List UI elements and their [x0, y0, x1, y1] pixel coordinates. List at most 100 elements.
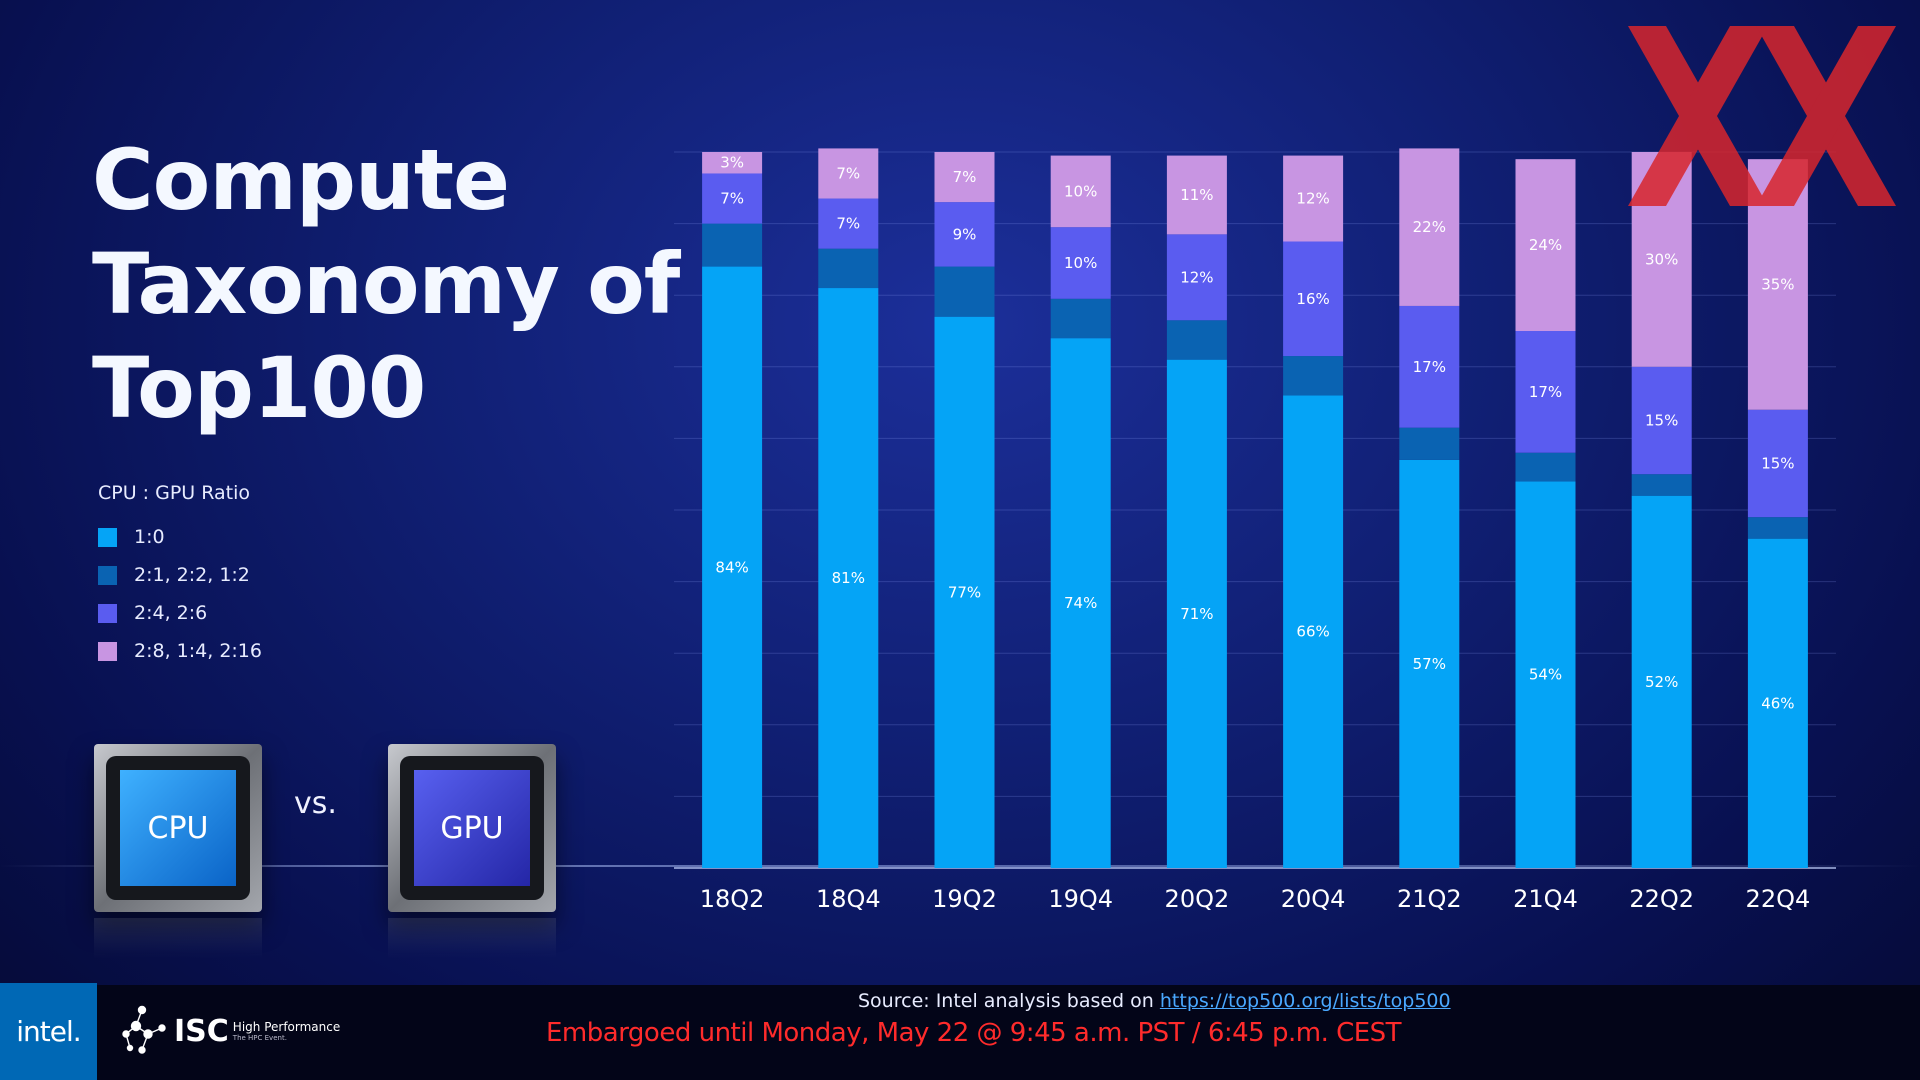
isc-network-icon [122, 1005, 166, 1054]
source-link[interactable]: https://top500.org/lists/top500 [1159, 990, 1451, 1012]
data-label: 11% [1180, 186, 1213, 204]
bar-segment [1166, 359, 1227, 868]
x-tick-label: 18Q2 [700, 885, 765, 913]
cpu-chip-frame: CPU [106, 756, 250, 900]
x-tick-label: 20Q4 [1281, 885, 1346, 913]
legend-swatch [98, 565, 117, 585]
data-label: 84% [715, 558, 748, 576]
bar-segment [702, 266, 763, 868]
data-label: 12% [1296, 190, 1329, 208]
bar-segment [1399, 305, 1460, 428]
legend-item-1-0: 1:0 [98, 518, 262, 556]
data-label: 9% [953, 225, 977, 243]
bar-segment [934, 266, 995, 317]
bar-segment [1050, 338, 1111, 868]
gpu-chip-reflection [388, 918, 556, 958]
cpu-chip-reflection [94, 918, 262, 958]
legend-label: 1:0 [134, 526, 165, 548]
bar-segment [934, 202, 995, 267]
isc-subtitle-line-2: The HPC Event. [232, 1034, 287, 1042]
source-note: Source: Intel analysis based on https://… [858, 990, 1451, 1012]
isc-subtitle: High Performance The HPC Event. [233, 1020, 340, 1042]
gpu-chip-label: GPU [414, 770, 530, 886]
cpu-chip-illustration: CPU [94, 744, 262, 912]
bar-segment [1050, 298, 1111, 339]
bar-segment [1747, 409, 1808, 518]
x-tick-label: 19Q2 [932, 885, 997, 913]
bar-segment [1515, 481, 1576, 868]
title-line-1: Compute [92, 131, 510, 229]
legend-swatch [98, 603, 117, 623]
legend-label: 2:8, 1:4, 2:16 [134, 640, 262, 662]
legend-swatch [98, 527, 117, 547]
bar-segment [818, 248, 879, 289]
data-label: 7% [720, 190, 744, 208]
data-label: 7% [836, 164, 860, 182]
gpu-chip-frame: GPU [400, 756, 544, 900]
isc-wordmark: ISC [174, 1013, 229, 1049]
bar-segment [702, 223, 763, 267]
x-tick-label: 20Q2 [1165, 885, 1230, 913]
x-tick-label: 19Q4 [1048, 885, 1113, 913]
bar-segment [1515, 159, 1576, 331]
bar-segment [702, 152, 763, 174]
bar-segment [1283, 356, 1344, 396]
data-label: 74% [1064, 594, 1097, 612]
data-label: 10% [1064, 254, 1097, 272]
embargo-notice: Embargoed until Monday, May 22 @ 9:45 a.… [546, 1018, 1402, 1048]
bar-segment [702, 173, 763, 224]
bar-segment [934, 152, 995, 203]
bar-segment [1515, 331, 1576, 453]
data-label: 46% [1761, 694, 1794, 712]
data-label: 30% [1645, 250, 1678, 268]
data-label: 71% [1180, 605, 1213, 623]
data-label: 15% [1761, 454, 1794, 472]
data-label: 66% [1296, 623, 1329, 641]
bar-segment [1166, 234, 1227, 321]
data-label: 57% [1413, 655, 1446, 673]
isc-logo: ISC High Performance The HPC Event. [122, 1004, 340, 1058]
gpu-chip-illustration: GPU [388, 744, 556, 912]
bar-segment [1631, 474, 1692, 496]
bar-segment [1166, 155, 1227, 235]
data-label: 16% [1296, 290, 1329, 308]
bar-segment [818, 198, 879, 249]
bar-segment [1399, 427, 1460, 460]
data-label: 54% [1529, 666, 1562, 684]
watermark-logo [1628, 26, 1896, 206]
footer-band [0, 985, 1920, 1080]
bar-segment [1515, 452, 1576, 482]
versus-label: vs. [294, 786, 337, 821]
page-title: Compute Taxonomy of Top100 [92, 128, 680, 440]
data-label: 81% [832, 569, 865, 587]
bar-segment [1283, 241, 1344, 357]
data-label: 15% [1645, 412, 1678, 430]
bar-segment [818, 288, 879, 868]
data-label: 7% [836, 215, 860, 233]
bar-segment [1050, 227, 1111, 299]
bar-segment [1747, 538, 1808, 868]
cpu-chip-label: CPU [120, 770, 236, 886]
legend-label: 2:1, 2:2, 1:2 [134, 564, 250, 586]
legend-item-2-4: 2:4, 2:6 [98, 594, 262, 632]
bar-segment [934, 316, 995, 868]
x-tick-label: 18Q4 [816, 885, 881, 913]
data-label: 17% [1529, 383, 1562, 401]
bar-segment [1747, 517, 1808, 539]
intel-logo: intel. [16, 1015, 81, 1048]
title-line-3: Top100 [92, 339, 426, 437]
bar-segment [818, 148, 879, 199]
legend-item-2-1: 2:1, 2:2, 1:2 [98, 556, 262, 594]
data-label: 35% [1761, 275, 1794, 293]
bar-segment [1399, 459, 1460, 868]
bar-segment [1283, 155, 1344, 242]
x-tick-label: 21Q2 [1397, 885, 1462, 913]
bar-segment [1631, 366, 1692, 475]
data-label: 22% [1413, 218, 1446, 236]
data-label: 77% [948, 583, 981, 601]
bar-segment [1166, 320, 1227, 360]
data-label: 24% [1529, 236, 1562, 254]
data-label: 17% [1413, 358, 1446, 376]
data-label: 3% [720, 154, 744, 172]
